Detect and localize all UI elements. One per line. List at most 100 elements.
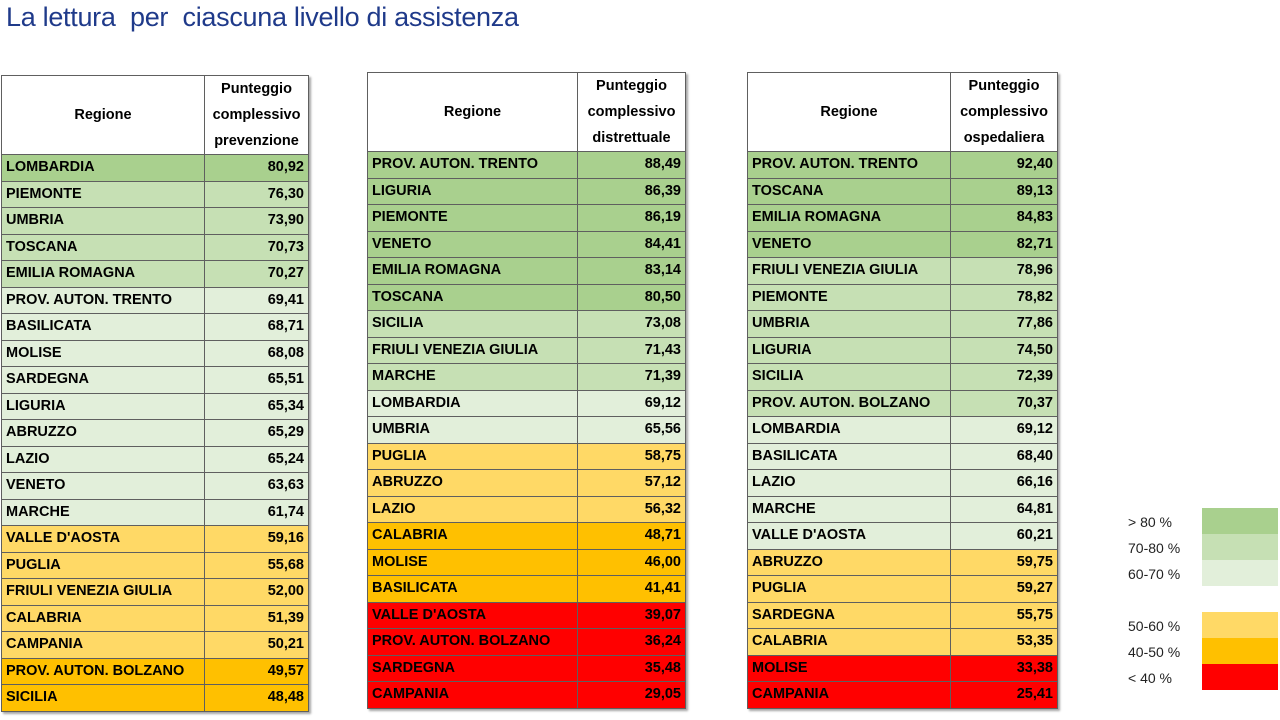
table-row: SARDEGNA 65,51 (1, 366, 309, 394)
table-row: VENETO 63,63 (1, 472, 309, 500)
table-row: LIGURIA 65,34 (1, 392, 309, 420)
table-row: BASILICATA 68,40 (747, 442, 1058, 470)
region-cell: LOMBARDIA (1, 154, 205, 182)
legend-label: 40-50 % (1128, 644, 1181, 660)
score-cell: 68,40 (950, 442, 1058, 470)
score-cell: 56,32 (577, 495, 686, 523)
score-cell: 49,57 (204, 657, 309, 685)
region-cell: VENETO (367, 230, 578, 258)
score-cell: 68,08 (204, 339, 309, 367)
score-cell: 46,00 (577, 548, 686, 576)
table-row: VALLE D'AOSTA 39,07 (367, 601, 686, 629)
region-cell: MOLISE (747, 654, 951, 682)
region-cell: PROV. AUTON. BOLZANO (1, 657, 205, 685)
region-cell: BASILICATA (1, 313, 205, 341)
table-row: EMILIA ROMAGNA 70,27 (1, 260, 309, 288)
table-row: TOSCANA 70,73 (1, 233, 309, 261)
region-cell: EMILIA ROMAGNA (747, 204, 951, 232)
score-cell: 69,12 (577, 389, 686, 417)
score-cell: 55,68 (204, 551, 309, 579)
table-row: CALABRIA 53,35 (747, 628, 1058, 656)
region-cell: FRIULI VENEZIA GIULIA (1, 578, 205, 606)
score-cell: 92,40 (950, 151, 1058, 179)
region-cell: CALABRIA (747, 628, 951, 656)
distrettuale-table: Regione Punteggio complessivo distrettua… (367, 72, 686, 709)
score-cell: 86,39 (577, 177, 686, 205)
score-cell: 86,19 (577, 204, 686, 232)
score-header-line: Punteggio (968, 78, 1040, 94)
score-cell: 58,75 (577, 442, 686, 470)
score-cell: 48,48 (204, 684, 309, 712)
region-cell: LAZIO (367, 495, 578, 523)
region-cell: VALLE D'AOSTA (747, 522, 951, 550)
score-cell: 35,48 (577, 654, 686, 682)
table-row: LAZIO 66,16 (747, 469, 1058, 497)
score-cell: 72,39 (950, 363, 1058, 391)
region-cell: ABRUZZO (1, 419, 205, 447)
table-body: PROV. AUTON. TRENTO 92,40 TOSCANA 89,13 EMIL… (747, 151, 1058, 709)
table-row: MARCHE 61,74 (1, 498, 309, 526)
score-cell: 51,39 (204, 604, 309, 632)
table-header-row: Regione Punteggio complessivo prevenzion… (1, 75, 309, 155)
score-cell: 71,39 (577, 363, 686, 391)
region-cell: LAZIO (1, 445, 205, 473)
score-cell: 61,74 (204, 498, 309, 526)
region-cell: PIEMONTE (1, 180, 205, 208)
score-cell: 65,24 (204, 445, 309, 473)
region-cell: CAMPANIA (747, 681, 951, 709)
score-header-line: Punteggio (221, 81, 292, 97)
region-column-header: Regione (1, 75, 205, 155)
score-cell: 78,96 (950, 257, 1058, 285)
score-cell: 52,00 (204, 578, 309, 606)
region-cell: LIGURIA (1, 392, 205, 420)
table-row: ABRUZZO 59,75 (747, 548, 1058, 576)
region-cell: PROV. AUTON. TRENTO (747, 151, 951, 179)
table-row: PIEMONTE 86,19 (367, 204, 686, 232)
score-cell: 83,14 (577, 257, 686, 285)
legend-swatch (1202, 508, 1278, 534)
legend-label: 70-80 % (1128, 540, 1181, 556)
region-cell: CAMPANIA (1, 631, 205, 659)
table-row: VENETO 84,41 (367, 230, 686, 258)
score-cell: 88,49 (577, 151, 686, 179)
table-row: EMILIA ROMAGNA 83,14 (367, 257, 686, 285)
region-cell: MOLISE (367, 548, 578, 576)
legend-label: < 40 % (1128, 670, 1172, 686)
score-cell: 59,27 (950, 575, 1058, 603)
region-cell: SARDEGNA (1, 366, 205, 394)
table-row: UMBRIA 73,90 (1, 207, 309, 235)
score-cell: 71,43 (577, 336, 686, 364)
table-body: LOMBARDIA 80,92 PIEMONTE 76,30 UMBRIA 73,90 TO… (1, 154, 309, 712)
table-row: TOSCANA 89,13 (747, 177, 1058, 205)
region-cell: PROV. AUTON. TRENTO (1, 286, 205, 314)
region-cell: LIGURIA (367, 177, 578, 205)
score-cell: 80,50 (577, 283, 686, 311)
table-row: BASILICATA 68,71 (1, 313, 309, 341)
score-column-header: Punteggio complessivo prevenzione (204, 75, 309, 155)
table-row: SARDEGNA 35,48 (367, 654, 686, 682)
legend-label: > 80 % (1128, 514, 1172, 530)
score-cell: 41,41 (577, 575, 686, 603)
score-cell: 39,07 (577, 601, 686, 629)
region-cell: LIGURIA (747, 336, 951, 364)
table-row: MOLISE 33,38 (747, 654, 1058, 682)
table-row: PROV. AUTON. TRENTO 88,49 (367, 151, 686, 179)
score-cell: 70,27 (204, 260, 309, 288)
score-header-line: Punteggio (596, 78, 667, 94)
table-header-row: Regione Punteggio complessivo ospedalier… (747, 72, 1058, 152)
score-cell: 70,37 (950, 389, 1058, 417)
table-header-row: Regione Punteggio complessivo distrettua… (367, 72, 686, 152)
region-cell: PROV. AUTON. TRENTO (367, 151, 578, 179)
table-row: MARCHE 71,39 (367, 363, 686, 391)
region-cell: LOMBARDIA (367, 389, 578, 417)
region-cell: VALLE D'AOSTA (367, 601, 578, 629)
table-row: VALLE D'AOSTA 60,21 (747, 522, 1058, 550)
legend-label: 60-70 % (1128, 566, 1181, 582)
legend-swatch (1202, 560, 1278, 586)
table-row: VENETO 82,71 (747, 230, 1058, 258)
table-row: TOSCANA 80,50 (367, 283, 686, 311)
table-row: MOLISE 46,00 (367, 548, 686, 576)
score-cell: 59,16 (204, 525, 309, 553)
score-cell: 66,16 (950, 469, 1058, 497)
region-cell: UMBRIA (1, 207, 205, 235)
